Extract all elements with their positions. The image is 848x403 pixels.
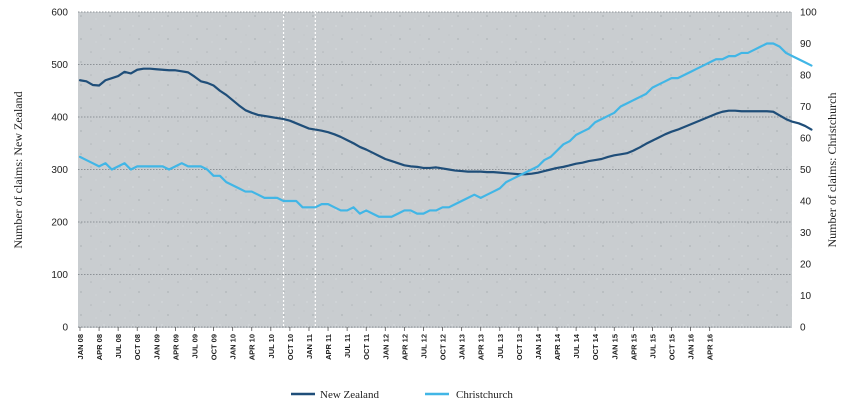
y-tick-label-right: 50: [800, 165, 812, 176]
x-tick-label: JUL 13: [496, 334, 505, 358]
x-tick-label: JAN 09: [152, 334, 161, 359]
right-y-axis-ticks: 0 10 20 30 40 50 60 70 80 90 100: [800, 8, 817, 334]
x-tick-label: JUL 14: [572, 333, 581, 358]
y-tick-label-right: 0: [800, 323, 806, 334]
x-tick-label: APR 11: [324, 334, 333, 360]
series-line-new-zealand: [78, 67, 813, 176]
x-tick-label: OCT 08: [133, 334, 142, 360]
y-tick-label-left: 300: [51, 165, 68, 176]
x-tick-label: JAN 14: [534, 333, 543, 359]
legend: New Zealand Christchurch: [291, 389, 513, 401]
y-tick-label-right: 30: [800, 228, 812, 239]
x-tick-label: JUL 11: [343, 334, 352, 358]
x-tick-label: JAN 11: [305, 334, 314, 359]
x-tick-label: APR 12: [400, 334, 409, 360]
y-tick-label-right: 10: [800, 291, 812, 302]
legend-label-christchurch: Christchurch: [456, 389, 513, 401]
x-tick-label: JAN 13: [458, 334, 467, 359]
x-tick-label: JAN 15: [610, 334, 619, 359]
x-tick-label: JUL 10: [267, 334, 276, 358]
x-tick-label: APR 10: [248, 334, 257, 360]
y-tick-label-right: 90: [800, 39, 812, 50]
x-tick-label: OCT 10: [286, 334, 295, 360]
x-tick-label: JAN 08: [76, 334, 85, 359]
y-tick-label-left: 500: [51, 60, 68, 71]
x-tick-label: JUL 12: [419, 334, 428, 358]
gridlines: [78, 11, 792, 328]
x-tick-label: OCT 12: [439, 334, 448, 360]
y-tick-label-right: 40: [800, 197, 812, 208]
x-tick-label: OCT 14: [591, 333, 600, 360]
x-tick-label: APR 09: [171, 334, 180, 360]
y-tick-label-right: 80: [800, 71, 812, 82]
y-tick-label-right: 70: [800, 102, 812, 113]
series-line-christchurch: [78, 42, 813, 218]
y-tick-label-left: 400: [51, 113, 68, 124]
x-axis-ticks: JAN 08 APR 08 JUL 08 OCT 08 JAN 09 APR 09 JUL …: [76, 327, 715, 360]
x-tick-label: JUL 15: [648, 334, 657, 358]
y-tick-label-left: 200: [51, 218, 68, 229]
x-tick-label: JUL 08: [114, 334, 123, 358]
x-tick-label: APR 08: [95, 334, 104, 360]
y-tick-label-left: 0: [62, 323, 68, 334]
x-tick-label: JAN 10: [229, 334, 238, 359]
y-tick-label-right: 20: [800, 260, 812, 271]
x-tick-label: APR 13: [477, 334, 486, 360]
x-tick-label: OCT 09: [210, 334, 219, 360]
x-tick-label: APR 16: [706, 334, 715, 360]
y-tick-label-left: 600: [51, 8, 68, 19]
x-tick-label: APR 14: [553, 333, 562, 360]
x-tick-label: JAN 16: [687, 334, 696, 359]
x-tick-label: OCT 15: [668, 334, 677, 360]
vertical-markers: [282, 12, 316, 327]
right-y-axis-title: Number of claims: Christchurch: [825, 93, 839, 248]
series-lines: [78, 42, 813, 218]
legend-label-new-zealand: New Zealand: [320, 389, 379, 401]
x-tick-label: OCT 13: [515, 334, 524, 360]
x-tick-label: JUL 09: [190, 334, 199, 358]
x-tick-label: APR 15: [629, 334, 638, 360]
y-tick-label-right: 100: [800, 8, 817, 19]
y-tick-label-right: 60: [800, 134, 812, 145]
left-y-axis-title: Number of claims: New Zealand: [11, 91, 25, 248]
y-tick-label-left: 100: [51, 270, 68, 281]
x-tick-label: JAN 12: [381, 334, 390, 359]
left-y-axis-ticks: 0 100 200 300 400 500 600: [51, 8, 68, 334]
x-tick-label: OCT 11: [362, 334, 371, 360]
